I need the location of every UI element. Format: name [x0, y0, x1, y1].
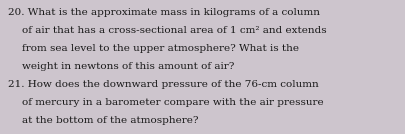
Text: at the bottom of the atmosphere?: at the bottom of the atmosphere? [22, 116, 198, 125]
Text: weight in newtons of this amount of air?: weight in newtons of this amount of air? [22, 62, 234, 71]
Text: of air that has a cross-sectional area of 1 cm² and extends: of air that has a cross-sectional area o… [22, 26, 326, 35]
Text: from sea level to the upper atmosphere? What is the: from sea level to the upper atmosphere? … [22, 44, 298, 53]
Text: of mercury in a barometer compare with the air pressure: of mercury in a barometer compare with t… [22, 98, 323, 107]
Text: 21. How does the downward pressure of the 76-cm column: 21. How does the downward pressure of th… [8, 80, 318, 89]
Text: 20. What is the approximate mass in kilograms of a column: 20. What is the approximate mass in kilo… [8, 8, 319, 17]
